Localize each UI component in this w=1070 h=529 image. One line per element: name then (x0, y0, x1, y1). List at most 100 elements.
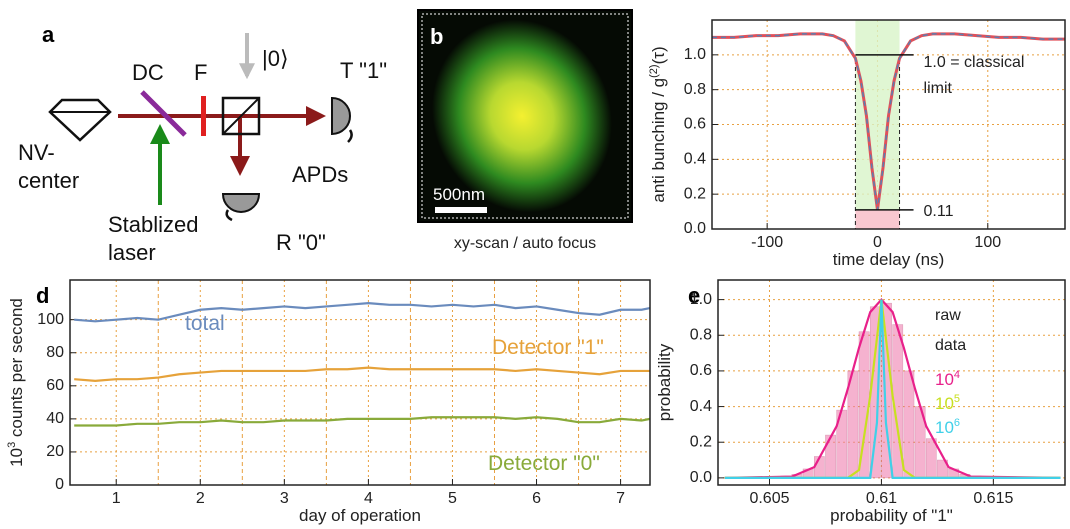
histogram-bar (825, 434, 836, 479)
fit-line (712, 33, 1065, 210)
y-tick-label: 0.2 (684, 185, 706, 202)
x-axis-label: probability of "1" (830, 506, 953, 525)
beam-splitter-diagonal (222, 97, 260, 135)
filter (201, 96, 206, 136)
x-tick-label: 3 (280, 490, 289, 507)
plot-frame (717, 279, 1066, 486)
x-tick-label: 7 (616, 490, 625, 507)
scale-bar (435, 207, 487, 213)
x-tick-label: 0.605 (749, 490, 789, 507)
y-axis-label-part: probability (655, 343, 674, 421)
y-axis-label: probability (655, 343, 674, 421)
legend-entry: 106 (935, 417, 960, 437)
legend-sup: 4 (954, 369, 960, 381)
legend-entry: 104 (935, 369, 960, 389)
y-tick-label: 0.0 (690, 469, 712, 486)
label: R "0" (276, 230, 326, 255)
legend-title: raw (935, 307, 961, 324)
y-tick-label: 0.8 (690, 326, 712, 343)
panel-letter: a (42, 22, 55, 47)
plot-background (70, 280, 650, 485)
legend-title: data (935, 337, 966, 354)
series-line (74, 302, 651, 323)
y-axis-label: 103 counts per second (6, 298, 26, 467)
y-tick-label: 0.4 (690, 398, 712, 415)
y-tick-label: 0.6 (690, 362, 712, 379)
x-tick-label: 0 (873, 234, 882, 251)
y-tick-label: 0 (55, 476, 64, 493)
series-label: Detector "0" (488, 452, 600, 475)
spot (432, 19, 612, 213)
caption: xy-scan / auto focus (454, 235, 596, 252)
y-tick-label: 0.4 (684, 151, 706, 168)
scan-image: b 500nm xy-scan / auto focus (417, 9, 633, 252)
x-axis-label: time delay (ns) (833, 250, 944, 269)
detector (331, 96, 351, 136)
annotation: 0.11 (924, 203, 954, 220)
series-label: total (185, 312, 225, 335)
dichroic-mirror (140, 90, 187, 137)
legend-entry: 105 (935, 393, 960, 413)
legend-sup: 6 (954, 417, 960, 429)
label: Stablized (108, 212, 199, 237)
x-tick-label: -100 (751, 234, 783, 251)
diamond (48, 98, 112, 142)
setup-diagram: a DC F |0⟩ T "1" NV- center APDs Stabliz… (18, 22, 387, 265)
x-tick-label: 2 (196, 490, 205, 507)
label: laser (108, 240, 156, 265)
histogram-bar (925, 438, 937, 479)
label: |0⟩ (262, 46, 289, 71)
panel-letter: e (688, 283, 700, 308)
y-axis-label-part: counts per second (7, 298, 26, 442)
series-line (74, 366, 650, 382)
label: DC (132, 60, 164, 85)
y-tick-label: 20 (46, 443, 64, 460)
x-tick-label: 0.615 (973, 490, 1013, 507)
y-tick-label: 80 (46, 344, 64, 361)
annotation: 1.0 = classical (924, 54, 1025, 71)
label: NV- (18, 140, 55, 165)
histogram-bar (903, 370, 915, 479)
floor-shade (855, 209, 900, 229)
label: center (18, 168, 79, 193)
y-axis-label-part: (τ) (649, 46, 668, 64)
legend-name: 10 (935, 418, 954, 437)
y-axis-label-part: (2) (648, 64, 660, 77)
detector-wire (347, 129, 353, 143)
y-tick-label: 0.8 (684, 81, 706, 98)
x-tick-label: 4 (364, 490, 373, 507)
image-border (421, 13, 629, 219)
label: T "1" (340, 58, 387, 83)
panel-letter: d (36, 283, 49, 308)
y-tick-label: 1.0 (690, 291, 712, 308)
x-tick-label: 1 (112, 490, 121, 507)
y-tick-label: 0.6 (684, 116, 706, 133)
label: APDs (292, 162, 348, 187)
beam-splitter (221, 96, 261, 136)
y-tick-label: 100 (37, 311, 64, 328)
legend-sup: 5 (954, 393, 960, 405)
annotation: limit (924, 80, 953, 97)
y-tick-label: 60 (46, 377, 64, 394)
x-tick-label: 5 (448, 490, 457, 507)
scale-label: 500nm (433, 185, 485, 204)
detector (221, 193, 261, 213)
y-axis-label-part: 3 (6, 442, 18, 448)
legend-name: 10 (935, 370, 954, 389)
plot-frame (711, 19, 1066, 230)
legend-name: 10 (935, 394, 954, 413)
y-tick-label: 1.0 (684, 46, 706, 63)
label: F (194, 60, 207, 85)
x-tick-label: 0.61 (866, 490, 897, 507)
series-label: Detector "1" (492, 336, 604, 359)
series-line (74, 416, 651, 427)
y-tick-label: 40 (46, 410, 64, 427)
y-axis-label-part: 10 (7, 448, 26, 467)
plot-frame (69, 279, 651, 486)
x-tick-label: 6 (532, 490, 541, 507)
curve (724, 299, 1061, 479)
y-tick-label: 0.0 (684, 220, 706, 237)
x-tick-label: 100 (974, 234, 1001, 251)
